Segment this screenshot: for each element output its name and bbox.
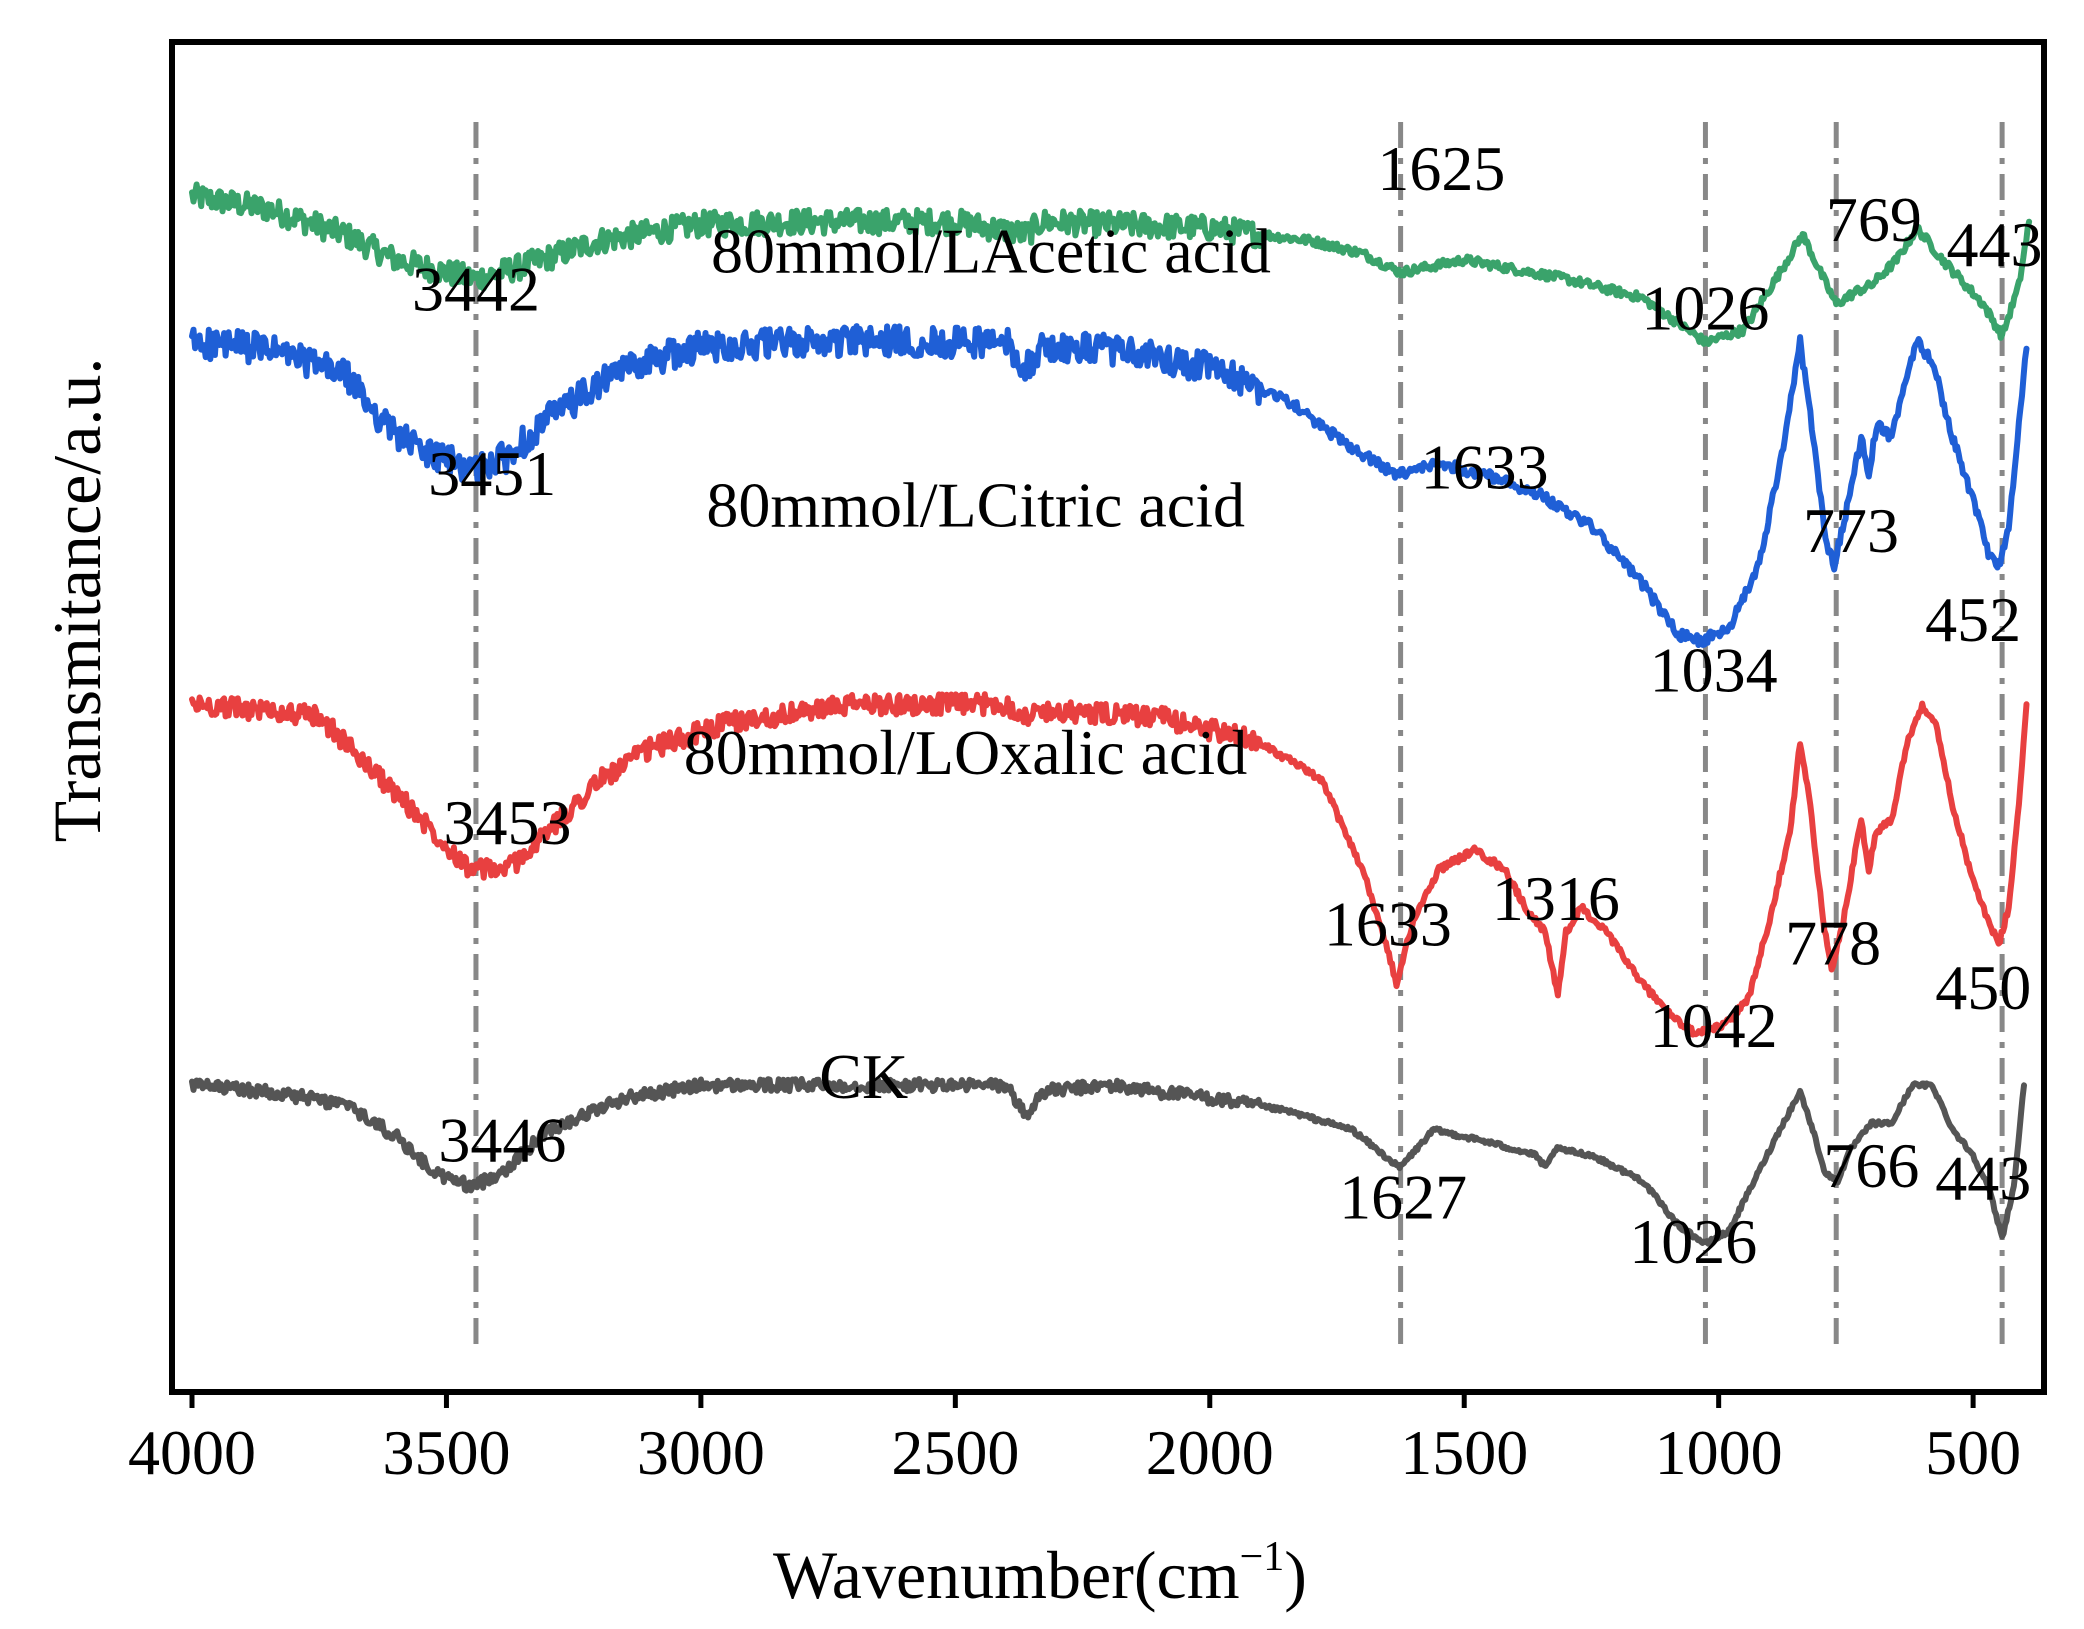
series-label-19: CK xyxy=(819,1041,908,1112)
series-line-2 xyxy=(189,691,2030,1038)
peak-label-15: 1316 xyxy=(1492,863,1620,934)
x-tick-label-3000: 3000 xyxy=(637,1417,765,1488)
x-tick-label-2500: 2500 xyxy=(891,1417,1019,1488)
peak-label-10: 452 xyxy=(1925,584,2021,655)
peak-label-20: 3446 xyxy=(438,1105,566,1176)
x-axis-title-main: Wavenumber(cm xyxy=(773,1537,1240,1613)
x-axis-title: Wavenumber(cm−1) xyxy=(773,1534,1307,1613)
x-axis: 4000 3500 3000 2500 2000 1500 1000 500 xyxy=(128,1392,2021,1488)
peak-label-13: 3453 xyxy=(444,787,572,858)
peak-label-18: 1042 xyxy=(1650,990,1778,1061)
x-axis-title-close: ) xyxy=(1284,1537,1307,1613)
peak-label-16: 778 xyxy=(1785,908,1881,979)
x-tick-label-1000: 1000 xyxy=(1655,1417,1783,1488)
y-axis-title: Transmitance/a.u. xyxy=(39,358,115,843)
peak-label-5: 443 xyxy=(1946,209,2042,280)
x-tick-label-500: 500 xyxy=(1925,1417,2021,1488)
plot-frame xyxy=(169,39,2047,1395)
peak-label-4: 769 xyxy=(1826,184,1922,255)
series-line-3 xyxy=(189,1076,2027,1247)
peak-label-17: 450 xyxy=(1935,952,2031,1023)
peak-label-14: 1633 xyxy=(1324,889,1452,960)
peak-label-24: 1026 xyxy=(1629,1206,1757,1277)
series-label-7: 80mmol/LCitric acid xyxy=(706,470,1245,541)
peak-annotations: 3442 1625 80mmol/LAcetic acid 1026 769 443 345… xyxy=(412,133,2043,1277)
x-tick-label-1500: 1500 xyxy=(1400,1417,1528,1488)
x-tick-label-2000: 2000 xyxy=(1146,1417,1274,1488)
peak-label-22: 766 xyxy=(1823,1130,1919,1201)
series-line-1 xyxy=(189,323,2030,648)
reference-lines xyxy=(473,122,2005,1352)
peak-label-3: 1026 xyxy=(1641,273,1769,344)
peak-label-23: 443 xyxy=(1935,1143,2031,1214)
peak-label-0: 3442 xyxy=(412,254,540,325)
x-tick-label-4000: 4000 xyxy=(128,1417,256,1488)
x-axis-title-superscript: −1 xyxy=(1240,1534,1285,1580)
peak-label-1: 1625 xyxy=(1377,133,1505,204)
peak-label-11: 1034 xyxy=(1650,635,1778,706)
series-label-2: 80mmol/LAcetic acid xyxy=(711,216,1271,287)
series-line-0 xyxy=(189,181,2033,347)
peak-label-6: 3451 xyxy=(428,438,556,509)
peak-label-9: 773 xyxy=(1803,495,1899,566)
series-lines xyxy=(189,181,2033,1247)
peak-label-21: 1627 xyxy=(1339,1162,1467,1233)
peak-label-8: 1633 xyxy=(1421,431,1549,502)
series-label-12: 80mmol/LOxalic acid xyxy=(684,717,1247,788)
x-tick-label-3500: 3500 xyxy=(382,1417,510,1488)
